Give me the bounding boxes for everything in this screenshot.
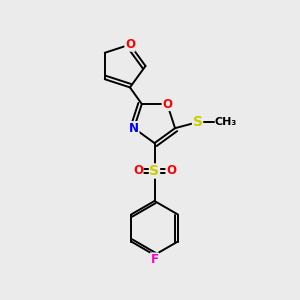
Text: O: O bbox=[166, 164, 176, 178]
Text: N: N bbox=[129, 122, 139, 135]
Text: O: O bbox=[133, 164, 143, 178]
Text: O: O bbox=[125, 38, 135, 51]
Text: F: F bbox=[151, 253, 158, 266]
Text: S: S bbox=[193, 115, 202, 129]
Text: S: S bbox=[149, 164, 160, 178]
Text: O: O bbox=[162, 98, 172, 110]
Text: CH₃: CH₃ bbox=[214, 117, 237, 127]
